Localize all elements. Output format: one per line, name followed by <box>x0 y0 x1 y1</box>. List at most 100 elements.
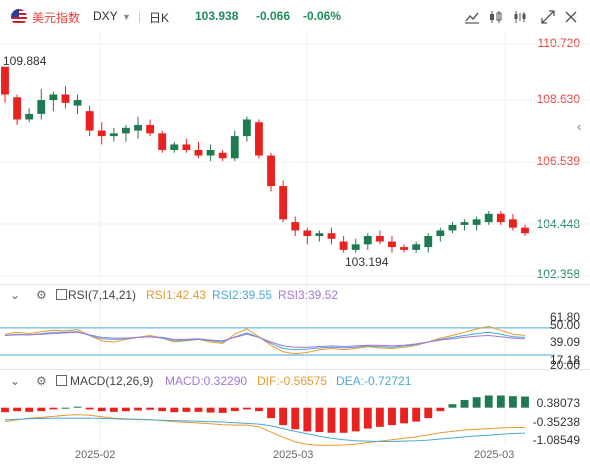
candle-body <box>363 235 372 245</box>
macd-bar <box>448 404 457 408</box>
candle-body <box>230 136 239 159</box>
macd-bar <box>13 407 22 412</box>
macd-bar <box>230 407 239 412</box>
candle-body <box>61 94 70 103</box>
rsi2-line <box>4 331 526 351</box>
macd-bar <box>412 407 421 422</box>
macd-bar <box>279 407 288 426</box>
candle-body <box>448 224 457 231</box>
candle-body <box>97 130 106 137</box>
close-icon[interactable] <box>562 8 580 26</box>
rsi-axis-label: 39.09 <box>549 335 580 349</box>
candle-body <box>109 133 118 137</box>
macd-bar <box>400 407 408 424</box>
caret-down-icon[interactable]: ▼ <box>122 12 131 22</box>
macd-bar <box>508 396 517 408</box>
candle-body <box>412 244 421 250</box>
low-label: 103.194 <box>345 255 389 269</box>
macd-bar <box>315 407 324 433</box>
macd-bar <box>291 407 300 430</box>
dea-line <box>4 417 526 442</box>
macd-bar <box>521 396 529 408</box>
macd-title: MACD(12,26,9) <box>70 374 154 388</box>
candle-body <box>13 97 22 120</box>
macd-bar <box>460 400 469 408</box>
gear-icon[interactable]: ⚙ <box>36 374 47 388</box>
rsi-axis-label: 50.00 <box>549 318 580 332</box>
candle-body <box>388 241 396 248</box>
candle-body <box>375 235 384 242</box>
indicator-box-icon <box>56 375 67 386</box>
chevron-down-icon[interactable]: ⌄ <box>10 288 21 302</box>
macd-bar <box>25 407 34 412</box>
candle-body <box>1 66 9 95</box>
dif-value: DIF:-0.56575 <box>257 374 328 388</box>
chevron-down-icon[interactable]: ⌄ <box>10 374 21 388</box>
price-change-pct: -0.06% <box>303 9 342 23</box>
candle-body <box>37 100 46 114</box>
candle-body <box>146 125 155 134</box>
macd-bar <box>303 407 312 432</box>
bars-icon[interactable] <box>511 8 529 26</box>
macd-bar <box>496 395 505 408</box>
macd-bar <box>134 407 142 411</box>
candle-body <box>484 213 493 223</box>
rsi-axis-label: 61.80 <box>549 310 580 324</box>
candle-body <box>424 235 433 248</box>
indicator-box-icon <box>56 289 67 300</box>
candle-body <box>194 149 203 156</box>
divider <box>0 284 590 285</box>
x-axis-label: 2025-02 <box>75 449 116 461</box>
candle-body <box>496 213 505 223</box>
macd-axis-label: -0.35238 <box>532 415 580 429</box>
x-axis-label: 2025-03 <box>273 449 314 461</box>
rsi3-line <box>4 331 526 348</box>
macd-bar <box>388 407 396 426</box>
candle-body <box>206 149 215 156</box>
macd-legend: ⌄ ⚙ MACD(12,26,9) MACD:0.32290 DIF:-0.56… <box>0 374 590 390</box>
candle-body <box>73 100 82 106</box>
macd-bar <box>109 407 118 412</box>
x-axis-label: 2025-03 <box>474 449 515 461</box>
candle-body <box>49 94 58 101</box>
price-axis-label: 108.630 <box>536 92 580 106</box>
macd-bar <box>61 407 70 409</box>
line-chart-icon[interactable] <box>463 8 481 26</box>
macd-bar <box>206 407 215 413</box>
macd-bar <box>242 407 251 410</box>
candle-body <box>327 233 336 239</box>
candle-body <box>303 230 312 236</box>
candle-body <box>291 222 300 231</box>
macd-bar <box>363 407 372 429</box>
macd-bar <box>85 407 94 410</box>
macd-axis-label: -1.08549 <box>532 433 580 447</box>
candle-body <box>158 133 167 150</box>
candlestick-icon[interactable] <box>487 8 505 26</box>
price-axis-label: 106.539 <box>536 154 580 168</box>
price-axis-label: 102.358 <box>536 267 580 281</box>
macd-bar <box>170 407 179 413</box>
symbol-code[interactable]: DXY <box>93 9 118 23</box>
gear-icon[interactable]: ⚙ <box>36 288 47 302</box>
macd-bar <box>73 406 82 408</box>
chart-header: 美元指数 DXY ▼ | 日K 103.938 -0.066 -0.06% <box>0 0 590 32</box>
macd-axis-label: 0.38073 <box>536 396 580 410</box>
scroll-right-icon[interactable]: ‹ <box>577 118 582 134</box>
candle-body <box>170 144 179 150</box>
rsi-axis-label: 20.00 <box>549 358 580 372</box>
macd-bar <box>255 407 263 412</box>
macd-bar <box>218 407 227 413</box>
timeframe-selector[interactable]: 日K <box>149 11 170 25</box>
candle-body <box>436 230 445 236</box>
symbol-name[interactable]: 美元指数 <box>32 11 81 25</box>
candle-body <box>521 227 529 234</box>
macd-bar <box>436 407 445 412</box>
macd-bar <box>194 407 203 412</box>
candle-body <box>508 219 517 228</box>
candle-body <box>472 219 481 225</box>
candle-body <box>255 122 263 156</box>
expand-icon[interactable] <box>539 8 557 26</box>
price-change: -0.066 <box>256 9 291 23</box>
candle-body <box>122 127 130 134</box>
